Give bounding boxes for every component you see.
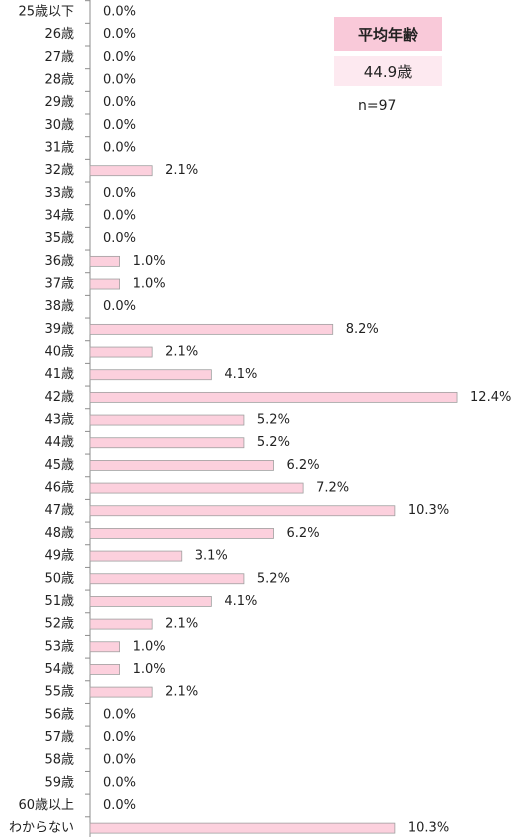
value-label: 5.2%	[257, 435, 290, 450]
value-label: 10.3%	[408, 503, 449, 518]
value-label: 0.0%	[103, 775, 136, 790]
value-label: 8.2%	[346, 322, 379, 337]
value-label: 10.3%	[408, 821, 449, 836]
category-label: 35歳	[44, 231, 74, 246]
bar	[89, 550, 183, 562]
category-label: 50歳	[44, 571, 74, 586]
category-label: 60歳以上	[18, 798, 74, 813]
category-label: 26歳	[44, 27, 74, 42]
value-label: 4.1%	[224, 594, 257, 609]
value-label: 1.0%	[133, 662, 166, 677]
category-label: わからない	[9, 821, 74, 836]
value-label: 4.1%	[224, 367, 257, 382]
bar	[89, 641, 121, 653]
bar	[89, 165, 153, 177]
value-label: 3.1%	[195, 549, 228, 564]
category-label: 34歳	[44, 209, 74, 224]
category-label: 31歳	[44, 141, 74, 156]
category-label: 30歳	[44, 118, 74, 133]
bar	[89, 822, 396, 834]
category-label: 37歳	[44, 277, 74, 292]
value-label: 1.0%	[133, 277, 166, 292]
category-label: 43歳	[44, 413, 74, 428]
bar	[89, 369, 212, 381]
bar	[89, 323, 334, 335]
bar	[89, 437, 245, 449]
category-label: 33歳	[44, 186, 74, 201]
value-label: 1.0%	[133, 254, 166, 269]
value-label: 5.2%	[257, 571, 290, 586]
category-label: 25歳以下	[18, 5, 74, 20]
bar	[89, 414, 245, 426]
category-label: 39歳	[44, 322, 74, 337]
value-label: 6.2%	[287, 458, 320, 473]
category-label: 52歳	[44, 617, 74, 632]
bar	[89, 528, 274, 539]
value-label: 2.1%	[165, 617, 198, 632]
value-label: 0.0%	[103, 50, 136, 65]
category-label: 41歳	[44, 367, 74, 382]
bar	[89, 255, 121, 267]
value-label: 0.0%	[103, 141, 136, 156]
bar	[89, 618, 153, 630]
category-label: 46歳	[44, 481, 74, 496]
value-label: 0.0%	[103, 27, 136, 42]
value-label: 0.0%	[103, 707, 136, 722]
bar	[89, 505, 396, 517]
value-label: 0.0%	[103, 5, 136, 20]
value-label: 0.0%	[103, 186, 136, 201]
category-label: 54歳	[44, 662, 74, 677]
value-label: 0.0%	[103, 798, 136, 813]
value-label: 2.1%	[165, 685, 198, 700]
value-label: 0.0%	[103, 753, 136, 768]
value-label: 0.0%	[103, 299, 136, 314]
category-label: 49歳	[44, 549, 74, 564]
value-label: 2.1%	[165, 163, 198, 178]
category-label: 38歳	[44, 299, 74, 314]
category-label: 48歳	[44, 526, 74, 541]
average-age-value: 44.9歳	[334, 56, 442, 86]
value-label: 1.0%	[133, 639, 166, 654]
category-label: 32歳	[44, 163, 74, 178]
category-label: 55歳	[44, 685, 74, 700]
value-label: 0.0%	[103, 730, 136, 745]
bar	[89, 346, 153, 358]
category-label: 29歳	[44, 95, 74, 110]
value-label: 2.1%	[165, 345, 198, 360]
value-label: 7.2%	[316, 481, 349, 496]
category-label: 47歳	[44, 503, 74, 518]
category-label: 59歳	[44, 775, 74, 790]
category-label: 42歳	[44, 390, 74, 405]
value-label: 0.0%	[103, 231, 136, 246]
category-label: 51歳	[44, 594, 74, 609]
category-label: 44歳	[44, 435, 74, 450]
category-label: 53歳	[44, 639, 74, 654]
value-label: 0.0%	[103, 209, 136, 224]
value-label: 12.4%	[470, 390, 511, 405]
bar	[89, 573, 245, 585]
value-label: 6.2%	[287, 526, 320, 541]
category-label: 27歳	[44, 50, 74, 65]
bar	[89, 459, 274, 471]
value-label: 0.0%	[103, 95, 136, 110]
category-label: 56歳	[44, 707, 74, 722]
bar	[89, 686, 153, 698]
bar	[89, 596, 212, 607]
bar	[89, 482, 304, 494]
sample-size: n=97	[358, 98, 397, 114]
category-label: 45歳	[44, 458, 74, 473]
bar	[89, 664, 121, 675]
category-label: 57歳	[44, 730, 74, 745]
value-label: 5.2%	[257, 413, 290, 428]
category-label: 58歳	[44, 753, 74, 768]
value-label: 0.0%	[103, 118, 136, 133]
category-label: 28歳	[44, 73, 74, 88]
category-label: 36歳	[44, 254, 74, 269]
category-label: 40歳	[44, 345, 74, 360]
bar	[89, 278, 121, 290]
value-label: 0.0%	[103, 73, 136, 88]
bar	[89, 391, 458, 403]
average-age-title: 平均年齢	[334, 17, 442, 51]
